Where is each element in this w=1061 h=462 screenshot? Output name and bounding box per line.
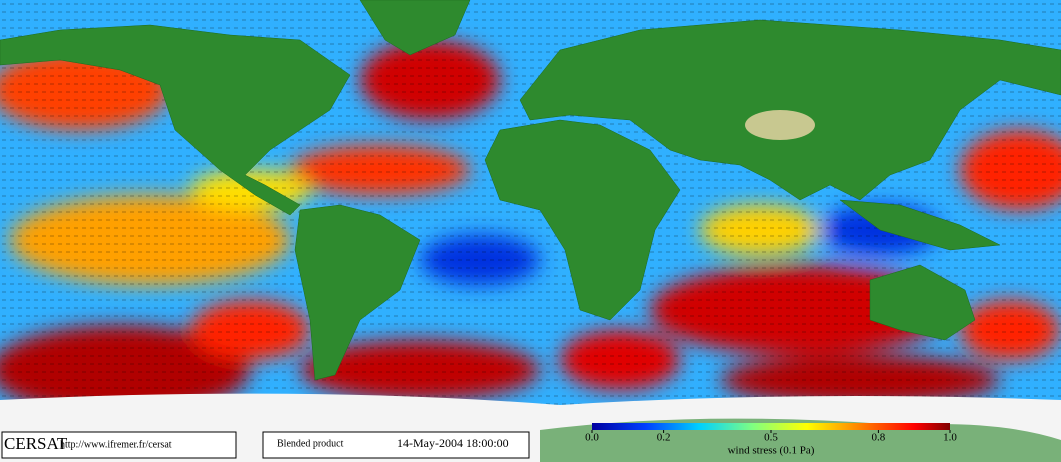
colorbar bbox=[592, 423, 950, 430]
colorbar-tick-label: 0.2 bbox=[657, 432, 671, 444]
continents bbox=[0, 0, 1061, 381]
colorbar-tick-label: 0.0 bbox=[585, 432, 599, 444]
colorbar-tick-label: 1.0 bbox=[943, 432, 957, 444]
plateau bbox=[745, 110, 815, 140]
product: Blended product bbox=[277, 438, 344, 449]
logo: CERSAT bbox=[4, 434, 68, 453]
colorbar-tick-label: 0.8 bbox=[872, 432, 886, 444]
logo-box bbox=[1, 431, 237, 459]
colorbar-tick-label: 0.5 bbox=[764, 432, 778, 444]
date: 14-May-2004 18:00:00 bbox=[397, 436, 509, 450]
url: http://www.ifremer.fr/cersat bbox=[60, 439, 172, 450]
product-box bbox=[262, 431, 530, 459]
colorbar-label: wind stress (0.1 Pa) bbox=[728, 445, 815, 457]
